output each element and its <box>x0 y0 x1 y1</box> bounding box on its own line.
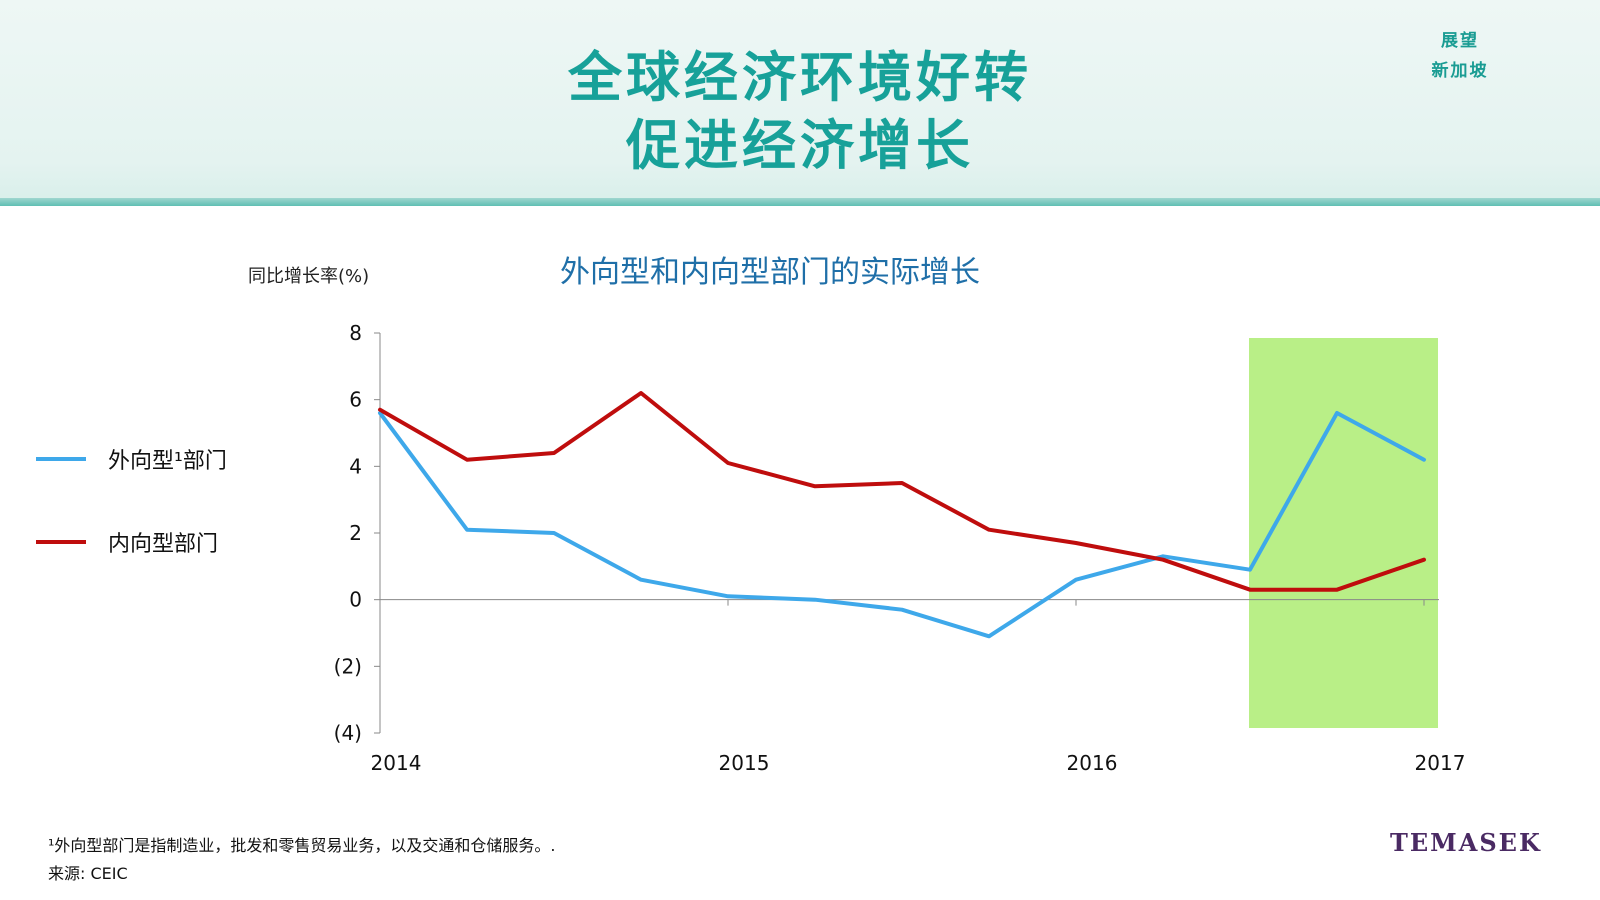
legend-item-outward: 外向型¹部门 <box>36 444 227 474</box>
corner-tag-line-2: 新加坡 <box>1431 61 1489 81</box>
legend-swatch-outward <box>36 457 86 461</box>
corner-tag: 展望 新加坡 <box>1400 26 1520 86</box>
y-axis-label: 同比增长率(%) <box>248 266 370 287</box>
corner-tag-line-1: 展望 <box>1441 31 1479 51</box>
footnote: ¹外向型部门是指制造业，批发和零售贸易业务，以及交通和仓储服务。. <box>48 836 556 855</box>
x-tick-label: 2015 <box>719 751 770 775</box>
y-tick-label: 8 <box>349 321 362 345</box>
y-tick-label: (2) <box>334 654 362 678</box>
page-title-line-2: 促进经济增长 <box>626 114 974 177</box>
x-tick-label: 2017 <box>1415 751 1466 775</box>
y-tick-label: 0 <box>349 588 362 612</box>
legend-item-inward: 内向型部门 <box>36 527 218 557</box>
page-title-line-1: 全球经济环境好转 <box>568 46 1032 109</box>
temasek-logo: TEMASEK <box>1390 828 1542 857</box>
series-line-outward <box>378 411 1426 639</box>
legend-label-outward: 外向型¹部门 <box>108 449 227 474</box>
legend-label-inward: 内向型部门 <box>108 532 219 557</box>
y-tick-label: (4) <box>334 721 362 745</box>
y-tick-label: 2 <box>349 521 362 545</box>
y-tick-label: 6 <box>349 388 362 412</box>
page-title: 全球经济环境好转 促进经济增长 <box>400 44 1200 180</box>
legend-swatch-inward <box>36 540 86 544</box>
header-divider <box>0 198 1600 206</box>
highlight-band <box>1249 338 1438 728</box>
source-note: 来源: CEIC <box>48 864 128 883</box>
x-tick-label: 2014 <box>371 751 422 775</box>
chart-title: 外向型和内向型部门的实际增长 <box>560 255 980 290</box>
x-tick-label: 2016 <box>1067 751 1118 775</box>
header-band <box>0 0 1600 203</box>
series-line-inward <box>378 391 1426 592</box>
y-tick-label: 4 <box>349 454 362 478</box>
